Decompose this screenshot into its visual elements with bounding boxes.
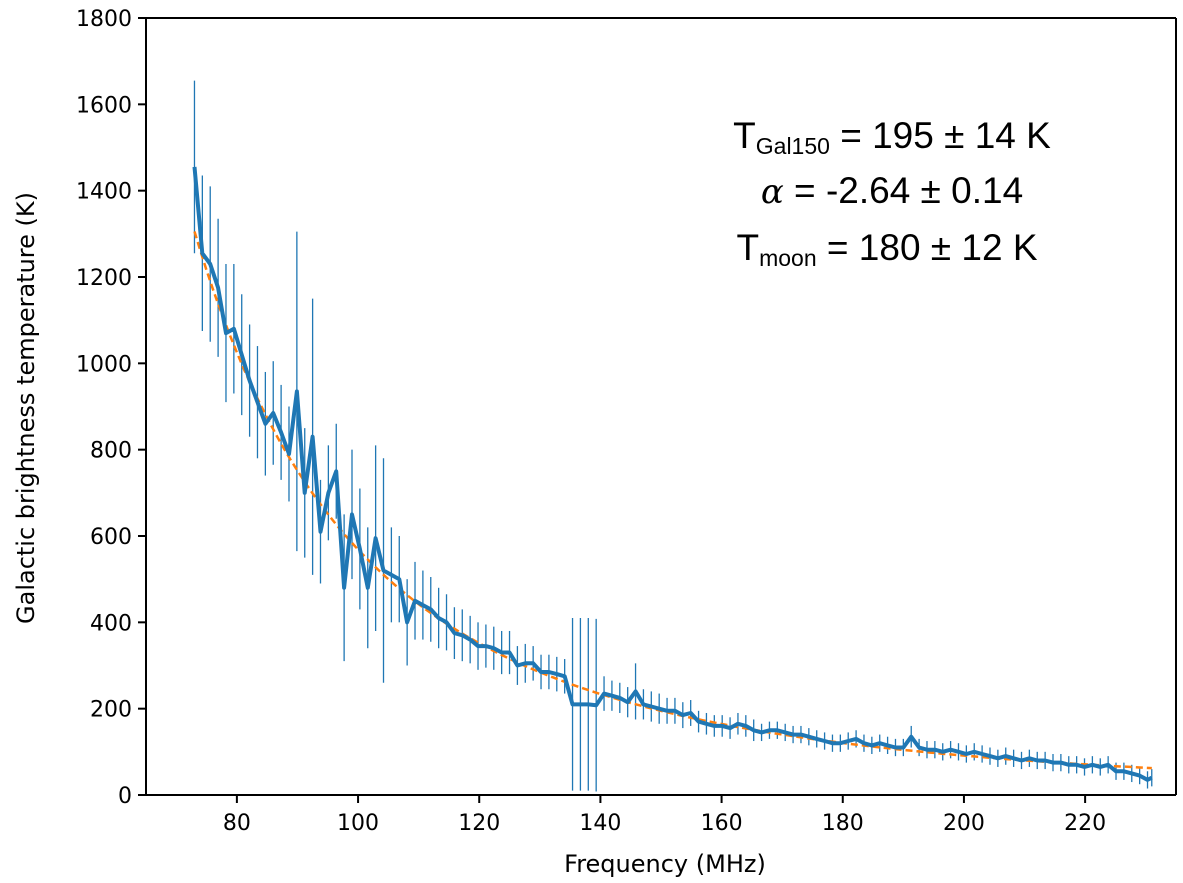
x-tick-label: 220 xyxy=(1064,811,1106,836)
y-tick-label: 0 xyxy=(118,784,132,809)
fit-line xyxy=(193,231,1152,770)
annotation-alpha-symbol: α xyxy=(761,172,784,212)
data-line xyxy=(192,166,1153,782)
x-tick-label: 180 xyxy=(822,811,864,836)
annotation-t-moon-subscript: moon xyxy=(759,245,817,271)
y-tick-label: 800 xyxy=(90,439,132,464)
x-tick-label: 140 xyxy=(579,811,621,836)
y-tick-label: 1400 xyxy=(76,180,132,205)
annotation-t-moon: Tmoon = 180 ± 12 K xyxy=(736,227,1037,271)
annotation-t-gal150-symbol: T xyxy=(733,115,756,156)
y-tick-label: 200 xyxy=(90,698,132,723)
x-tick-label: 80 xyxy=(223,811,251,836)
annotation-alpha-value: = -2.64 ± 0.14 xyxy=(784,170,1023,211)
annotation-alpha: α = -2.64 ± 0.14 xyxy=(761,170,1023,212)
x-tick-label: 160 xyxy=(701,811,743,836)
axes-frame xyxy=(145,17,1177,796)
annotation-t-moon-value: = 180 ± 12 K xyxy=(817,227,1038,268)
x-axis-label: Frequency (MHz) xyxy=(564,850,766,878)
y-tick-label: 600 xyxy=(90,525,132,550)
y-axis-label: Galactic brightness temperature (K) xyxy=(12,192,40,624)
annotation-t-gal150: TGal150 = 195 ± 14 K xyxy=(733,115,1051,159)
y-tick-label: 1200 xyxy=(76,266,132,291)
y-tick-label: 400 xyxy=(90,611,132,636)
y-axis: 0 200 400 600 800 1000 1200 1400 1600 1800 xyxy=(76,7,146,809)
annotation-t-gal150-value: = 195 ± 14 K xyxy=(830,115,1051,156)
y-tick-label: 1000 xyxy=(76,352,132,377)
y-tick-label: 1600 xyxy=(76,93,132,118)
x-axis: 80 100 120 140 160 180 200 220 xyxy=(223,795,1106,836)
annotation-t-moon-symbol: T xyxy=(736,227,759,268)
x-tick-label: 120 xyxy=(458,811,500,836)
y-tick-label: 1800 xyxy=(76,7,132,32)
x-tick-label: 100 xyxy=(337,811,379,836)
annotation-t-gal150-subscript: Gal150 xyxy=(756,133,830,159)
fit-annotation: TGal150 = 195 ± 14 K α = -2.64 ± 0.14 Tm… xyxy=(733,115,1051,271)
x-tick-label: 200 xyxy=(943,811,985,836)
